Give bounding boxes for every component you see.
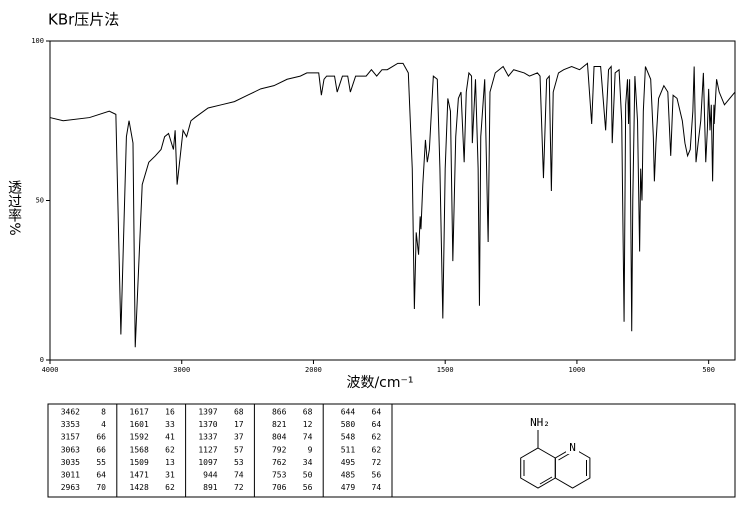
- peak-transmittance: 74: [303, 433, 313, 442]
- peak-wavenumber: 3353: [61, 420, 80, 429]
- double-bond: [539, 476, 553, 485]
- peak-wavenumber: 944: [203, 471, 218, 480]
- peak-wavenumber: 1370: [198, 420, 217, 429]
- peak-transmittance: 37: [234, 433, 244, 442]
- peak-wavenumber: 1127: [198, 445, 217, 454]
- peak-transmittance: 74: [234, 471, 244, 480]
- peak-wavenumber: 1617: [130, 408, 149, 417]
- peak-wavenumber: 866: [272, 408, 287, 417]
- peak-wavenumber: 644: [341, 408, 356, 417]
- peak-transmittance: 53: [234, 458, 244, 467]
- peak-transmittance: 66: [96, 433, 106, 442]
- peak-wavenumber: 821: [272, 420, 287, 429]
- y-tick-label: 100: [31, 37, 44, 45]
- peak-transmittance: 72: [234, 483, 244, 492]
- x-tick-label: 3000: [173, 366, 190, 374]
- peak-transmittance: 41: [165, 433, 175, 442]
- peak-transmittance: 62: [165, 445, 175, 454]
- peak-transmittance: 56: [303, 483, 313, 492]
- nitrogen-label: N: [569, 441, 576, 454]
- chart-title: KBr压片法: [48, 11, 119, 29]
- peak-transmittance: 33: [165, 420, 175, 429]
- spectrum-line: [49, 62, 736, 348]
- peak-transmittance: 62: [372, 433, 382, 442]
- double-bond: [558, 452, 571, 461]
- peak-wavenumber: 1397: [198, 408, 217, 417]
- peak-transmittance: 55: [96, 458, 106, 467]
- peak-transmittance: 64: [372, 408, 382, 417]
- peak-transmittance: 13: [165, 458, 175, 467]
- structure: NH₂ N: [520, 416, 591, 489]
- peak-wavenumber: 3011: [61, 471, 80, 480]
- peak-transmittance: 34: [303, 458, 313, 467]
- peak-wavenumber: 479: [341, 483, 356, 492]
- peak-wavenumber: 1568: [130, 445, 149, 454]
- peak-wavenumber: 804: [272, 433, 287, 442]
- peak-transmittance: 4: [101, 420, 106, 429]
- peak-wavenumber: 1097: [198, 458, 217, 467]
- x-tick-label: 1500: [437, 366, 454, 374]
- peak-transmittance: 68: [303, 408, 313, 417]
- peak-wavenumber: 762: [272, 458, 287, 467]
- peak-transmittance: 8: [101, 408, 106, 417]
- peak-transmittance: 64: [96, 471, 106, 480]
- peak-wavenumber: 580: [341, 420, 356, 429]
- peak-wavenumber: 706: [272, 483, 287, 492]
- peak-wavenumber: 1337: [198, 433, 217, 442]
- peak-transmittance: 70: [96, 483, 106, 492]
- peak-wavenumber: 792: [272, 445, 287, 454]
- peak-transmittance: 66: [96, 445, 106, 454]
- y-axis-label: 透过率%: [6, 180, 22, 235]
- peak-wavenumber: 511: [341, 445, 356, 454]
- peak-wavenumber: 485: [341, 471, 356, 480]
- x-tick-label: 4000: [42, 366, 59, 374]
- peak-wavenumber: 891: [203, 483, 218, 492]
- peak-wavenumber: 2963: [61, 483, 80, 492]
- peak-transmittance: 57: [234, 445, 244, 454]
- peak-wavenumber: 548: [341, 433, 356, 442]
- peak-transmittance: 62: [165, 483, 175, 492]
- peak-transmittance: 31: [165, 471, 175, 480]
- peak-wavenumber: 1592: [130, 433, 149, 442]
- x-tick-label: 2000: [305, 366, 322, 374]
- benzene-ring: [520, 447, 556, 489]
- label-bg: [566, 442, 579, 454]
- peak-transmittance: 17: [234, 420, 244, 429]
- peak-wavenumber: 495: [341, 458, 356, 467]
- peak-wavenumber: 1428: [130, 483, 149, 492]
- x-tick-label: 1000: [568, 366, 585, 374]
- peak-transmittance: 9: [308, 445, 313, 454]
- peak-wavenumber: 1509: [130, 458, 149, 467]
- peak-transmittance: 72: [372, 458, 382, 467]
- peak-transmittance: 56: [372, 471, 382, 480]
- peak-wavenumber: 3063: [61, 445, 80, 454]
- peak-transmittance: 50: [303, 471, 313, 480]
- peak-wavenumber: 3462: [61, 408, 80, 417]
- peak-wavenumber: 3035: [61, 458, 80, 467]
- peak-wavenumber: 1601: [130, 420, 149, 429]
- peak-wavenumber: 753: [272, 471, 287, 480]
- peak-transmittance: 62: [372, 445, 382, 454]
- peak-wavenumber: 1471: [130, 471, 149, 480]
- y-tick-label: 0: [40, 356, 44, 364]
- pyridine-ring: [554, 447, 591, 489]
- x-tick-label: 500: [702, 366, 715, 374]
- y-tick-label: 50: [36, 197, 44, 205]
- peak-transmittance: 68: [234, 408, 244, 417]
- peak-transmittance: 64: [372, 420, 382, 429]
- x-axis-label: 波数/cm⁻¹: [346, 375, 413, 391]
- peak-transmittance: 12: [303, 420, 313, 429]
- peak-transmittance: 74: [372, 483, 382, 492]
- amine-label: NH₂: [530, 416, 550, 429]
- peak-transmittance: 16: [165, 408, 175, 417]
- peak-wavenumber: 3157: [61, 433, 80, 442]
